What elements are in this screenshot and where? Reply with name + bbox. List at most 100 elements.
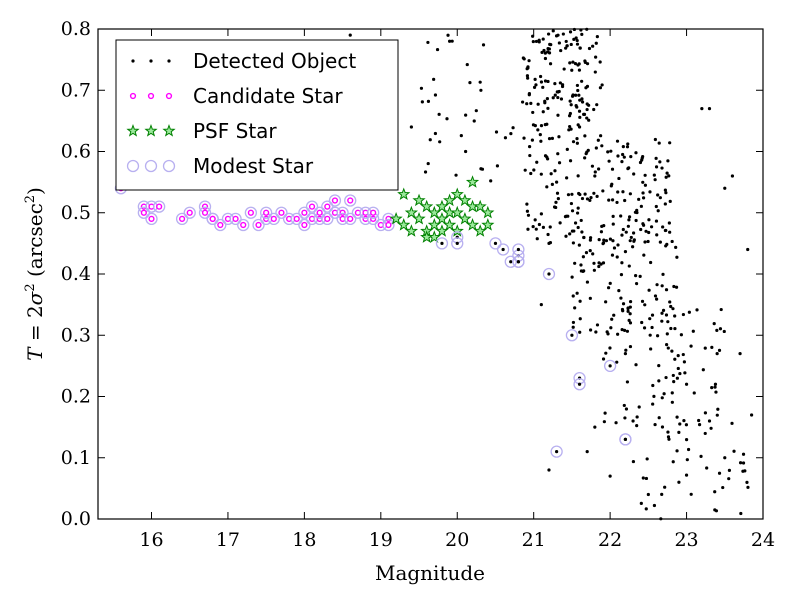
detected-object-point <box>592 191 596 195</box>
detected-object-point <box>607 159 611 163</box>
detected-object-point <box>578 299 582 303</box>
psf-star-point <box>465 175 480 188</box>
psf-star-point <box>443 193 457 207</box>
detected-object-point <box>585 102 589 106</box>
detected-object-point <box>628 300 633 304</box>
detected-object-point <box>568 232 572 236</box>
detected-object-point <box>629 155 633 159</box>
detected-object-point <box>494 130 499 134</box>
detected-object-point <box>531 110 535 115</box>
detected-object-point <box>575 105 579 109</box>
candidate-star-point <box>209 215 216 222</box>
detected-object-point <box>526 227 530 231</box>
detected-object-point <box>617 289 621 293</box>
detected-object-point <box>594 55 598 59</box>
detected-object-point <box>576 206 580 210</box>
legend-swatch-detected-object <box>167 59 171 63</box>
candidate-star-point <box>240 221 247 229</box>
detected-object-point <box>637 197 641 201</box>
detected-object-point <box>557 41 561 45</box>
detected-object-point <box>554 200 558 204</box>
detected-object-point <box>621 152 625 157</box>
detected-object-point <box>577 243 581 247</box>
detected-object-point <box>546 106 550 110</box>
detected-object-point <box>703 346 707 350</box>
detected-object-point <box>571 320 576 325</box>
x-axis-label: Magnitude <box>375 561 485 585</box>
candidate-star-point <box>278 209 285 216</box>
detected-object-point <box>642 326 647 330</box>
candidate-star-point <box>217 221 224 229</box>
psf-star-point <box>404 224 418 237</box>
y-tick-label: 0.2 <box>61 386 91 408</box>
detected-object-point <box>666 159 670 163</box>
detected-object-point <box>670 391 674 395</box>
legend-swatch-modest-star <box>144 159 158 173</box>
y-tick-label: 0.8 <box>61 18 91 40</box>
modest-star-ring <box>145 212 158 226</box>
detected-object-point <box>709 426 713 430</box>
detected-object-point <box>626 306 630 310</box>
detected-object-point <box>637 405 641 409</box>
candidate-star-point <box>301 209 308 216</box>
detected-object-point <box>712 321 716 326</box>
detected-object-point <box>426 161 430 166</box>
detected-object-point <box>532 168 536 172</box>
detected-object-point <box>620 261 624 265</box>
detected-object-point <box>576 211 580 215</box>
detected-object-point <box>583 156 587 160</box>
detected-object-point <box>651 383 655 388</box>
modest-star-ring <box>321 212 334 226</box>
detected-object-point <box>464 113 468 117</box>
detected-object-point <box>572 37 576 42</box>
detected-object-point <box>594 41 598 45</box>
detected-object-point <box>638 160 643 165</box>
detected-object-point <box>539 124 544 128</box>
detected-object-point <box>621 190 625 194</box>
modest-star-ring <box>260 206 273 219</box>
x-tick-label: 23 <box>674 529 698 551</box>
detected-object-point <box>719 307 723 312</box>
detected-object-point <box>536 128 540 132</box>
detected-object-point <box>594 330 598 334</box>
detected-object-point <box>576 225 580 230</box>
detected-object-point <box>655 297 659 301</box>
detected-object-point <box>529 171 533 176</box>
detected-object-point <box>435 47 440 52</box>
detected-object-point <box>577 68 582 72</box>
detected-object-point <box>640 320 644 325</box>
detected-object-point <box>525 74 530 78</box>
x-tick-label: 20 <box>445 529 469 551</box>
detected-object-point <box>426 40 430 45</box>
detected-object-point <box>640 299 645 303</box>
candidate-star-point <box>255 221 262 229</box>
detected-object-point <box>584 86 588 90</box>
detected-object-point <box>423 170 428 174</box>
detected-object-point <box>438 140 442 144</box>
y-tick-label: 0.1 <box>61 447 91 469</box>
detected-object-point <box>580 230 584 234</box>
modest-star-ring <box>367 206 380 219</box>
legend-swatch-psf-star <box>126 124 140 137</box>
detected-object-point <box>479 88 483 92</box>
detected-object-point <box>588 236 593 240</box>
detected-object-point <box>445 117 449 121</box>
modest-star-ring <box>305 200 319 213</box>
detected-object-point <box>666 320 670 324</box>
legend-label-psf-star: PSF Star <box>193 119 277 143</box>
detected-object-point <box>573 261 577 265</box>
detected-object-point <box>627 264 631 268</box>
detected-object-point <box>595 323 600 327</box>
detected-object-point <box>676 354 680 358</box>
detected-object-point <box>641 196 646 200</box>
detected-object-point <box>602 224 606 228</box>
detected-object-point <box>459 134 463 138</box>
psf-star-point <box>427 218 441 231</box>
detected-object-point <box>528 153 532 158</box>
modest-star-center <box>501 247 505 252</box>
detected-object-point <box>670 400 674 404</box>
detected-object-point <box>348 33 352 37</box>
detected-object-point <box>581 255 585 259</box>
detected-object-point <box>665 332 669 336</box>
detected-object-point <box>652 394 656 398</box>
